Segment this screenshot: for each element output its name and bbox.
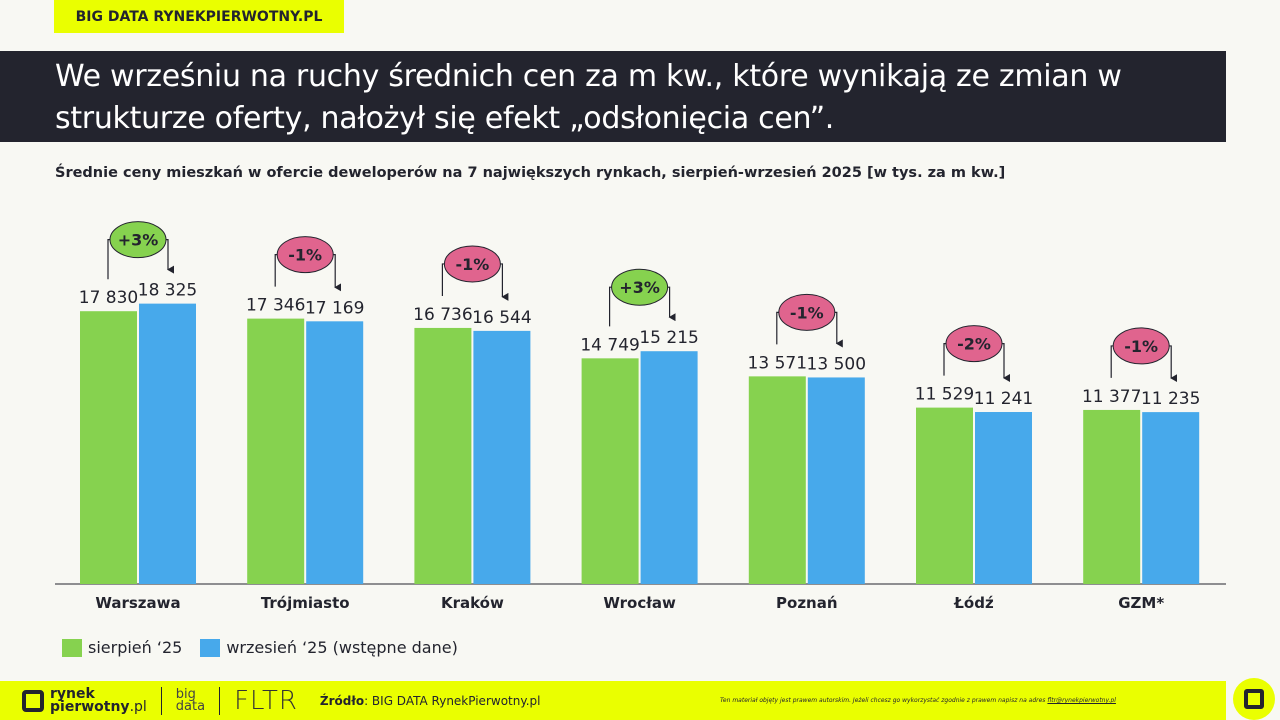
divider	[160, 686, 162, 715]
bar-sierpien	[80, 311, 137, 584]
data-label: 11 241	[974, 389, 1033, 409]
logo-text: pierwotny	[50, 698, 130, 715]
source-label: Źródło	[319, 693, 365, 708]
data-label: 16 736	[413, 305, 472, 325]
legend: sierpień ‘25 wrzesień ‘25 (wstępne dane)	[62, 638, 458, 657]
data-label: 11 529	[915, 385, 974, 405]
legend-swatch	[200, 638, 221, 657]
bar-group-3: 14 749 15 215 +3% Wrocław	[580, 268, 699, 612]
bar-wrzesien	[807, 377, 865, 584]
bar-chart: 17 830 18 325 +3% Warszawa 17 346 17 169 -1% Tr…	[55, 221, 1226, 612]
change-label: -1%	[1124, 337, 1158, 356]
copyright-text: Ten materiał objęty jest prawem autorski…	[720, 697, 1046, 704]
change-bubble	[778, 293, 836, 331]
change-bubble	[1112, 327, 1170, 365]
category-label: Kraków	[441, 594, 504, 612]
chart-title: Średnie ceny mieszkań w ofercie dewelope…	[55, 165, 1006, 181]
change-bubble	[611, 268, 669, 306]
change-label: +3%	[619, 278, 660, 297]
legend-item-wrzesien: wrzesień ‘25 (wstępne dane)	[200, 638, 458, 657]
data-label: 18 325	[138, 281, 197, 301]
divider	[219, 686, 221, 715]
change-label: -1%	[790, 303, 824, 322]
change-bubble	[945, 325, 1003, 363]
data-label: 16 544	[472, 308, 531, 328]
data-label: 14 749	[580, 335, 639, 355]
footer: rynek pierwotny.pl big data FLTR Źródło: B…	[0, 681, 1226, 720]
bar-wrzesien	[1142, 412, 1200, 584]
logo-text: big	[175, 686, 196, 702]
legend-label: wrzesień ‘25 (wstępne dane)	[226, 638, 458, 657]
data-label: 17 169	[305, 298, 364, 318]
data-label: 13 571	[748, 353, 807, 373]
data-label: 11 235	[1141, 389, 1200, 409]
category-label: Poznań	[776, 594, 838, 612]
data-label: 13 500	[807, 354, 866, 374]
bar-group-5: 11 529 11 241 -2% Łódź	[915, 325, 1033, 612]
change-bubble	[276, 236, 334, 274]
bar-group-1: 17 346 17 169 -1% Trójmiasto	[246, 236, 364, 612]
data-label: 15 215	[639, 328, 698, 348]
data-label: 17 346	[246, 296, 305, 316]
change-label: -1%	[455, 255, 489, 274]
email-link[interactable]: fltr@rynekpierwotny.pl	[1047, 697, 1116, 704]
logo-square-icon	[22, 689, 44, 712]
data-label: 17 830	[79, 288, 138, 308]
change-bubble	[109, 221, 167, 259]
bar-wrzesien	[473, 330, 531, 584]
bar-wrzesien	[139, 303, 196, 584]
legend-label: sierpień ‘25	[88, 638, 183, 657]
copyright-note: Ten materiał objęty jest prawem autorski…	[720, 697, 1116, 704]
bar-wrzesien	[306, 321, 364, 584]
bar-sierpien	[247, 318, 305, 584]
bar-group-4: 13 571 13 500 -1% Poznań	[748, 293, 866, 612]
logo-text: .pl	[129, 698, 147, 715]
corner-logo-icon	[1233, 678, 1275, 720]
rynekpierwotny-logo: rynek pierwotny.pl	[22, 685, 147, 715]
bigdata-logo: big data	[175, 686, 206, 714]
legend-swatch	[62, 638, 82, 657]
bar-sierpien	[581, 358, 639, 584]
source: Źródło: BIG DATA RynekPierwotny.pl	[320, 694, 541, 708]
bar-sierpien	[1083, 409, 1141, 584]
logo-text: data	[175, 698, 206, 714]
category-label: Łódź	[953, 594, 994, 612]
change-label: -1%	[288, 246, 322, 265]
bar-sierpien	[414, 327, 472, 584]
bar-wrzesien	[640, 351, 698, 584]
legend-item-sierpien: sierpień ‘25	[62, 638, 182, 657]
bar-sierpien	[916, 407, 973, 584]
bar-group-2: 16 736 16 544 -1% Kraków	[413, 245, 532, 612]
brand-tag: BIG DATA RYNEKPIERWOTNY.PL	[54, 0, 344, 33]
change-label: +3%	[118, 231, 159, 250]
bar-wrzesien	[975, 412, 1032, 584]
change-label: -2%	[957, 335, 991, 354]
bar-sierpien	[748, 376, 806, 584]
category-label: GZM*	[1118, 594, 1164, 612]
page-title: We wrześniu na ruchy średnich cen za m k…	[0, 51, 1226, 142]
bar-group-0: 17 830 18 325 +3% Warszawa	[79, 221, 197, 612]
category-label: Warszawa	[95, 594, 180, 612]
logo-text: rynek	[50, 685, 95, 702]
source-value: : BIG DATA RynekPierwotny.pl	[364, 693, 541, 708]
data-label: 11 377	[1082, 387, 1141, 407]
category-label: Trójmiasto	[261, 594, 350, 612]
change-bubble	[443, 245, 501, 283]
bar-group-6: 11 377 11 235 -1% GZM*	[1082, 327, 1200, 612]
fltr-logo: FLTR	[234, 685, 298, 716]
category-label: Wrocław	[603, 594, 676, 612]
